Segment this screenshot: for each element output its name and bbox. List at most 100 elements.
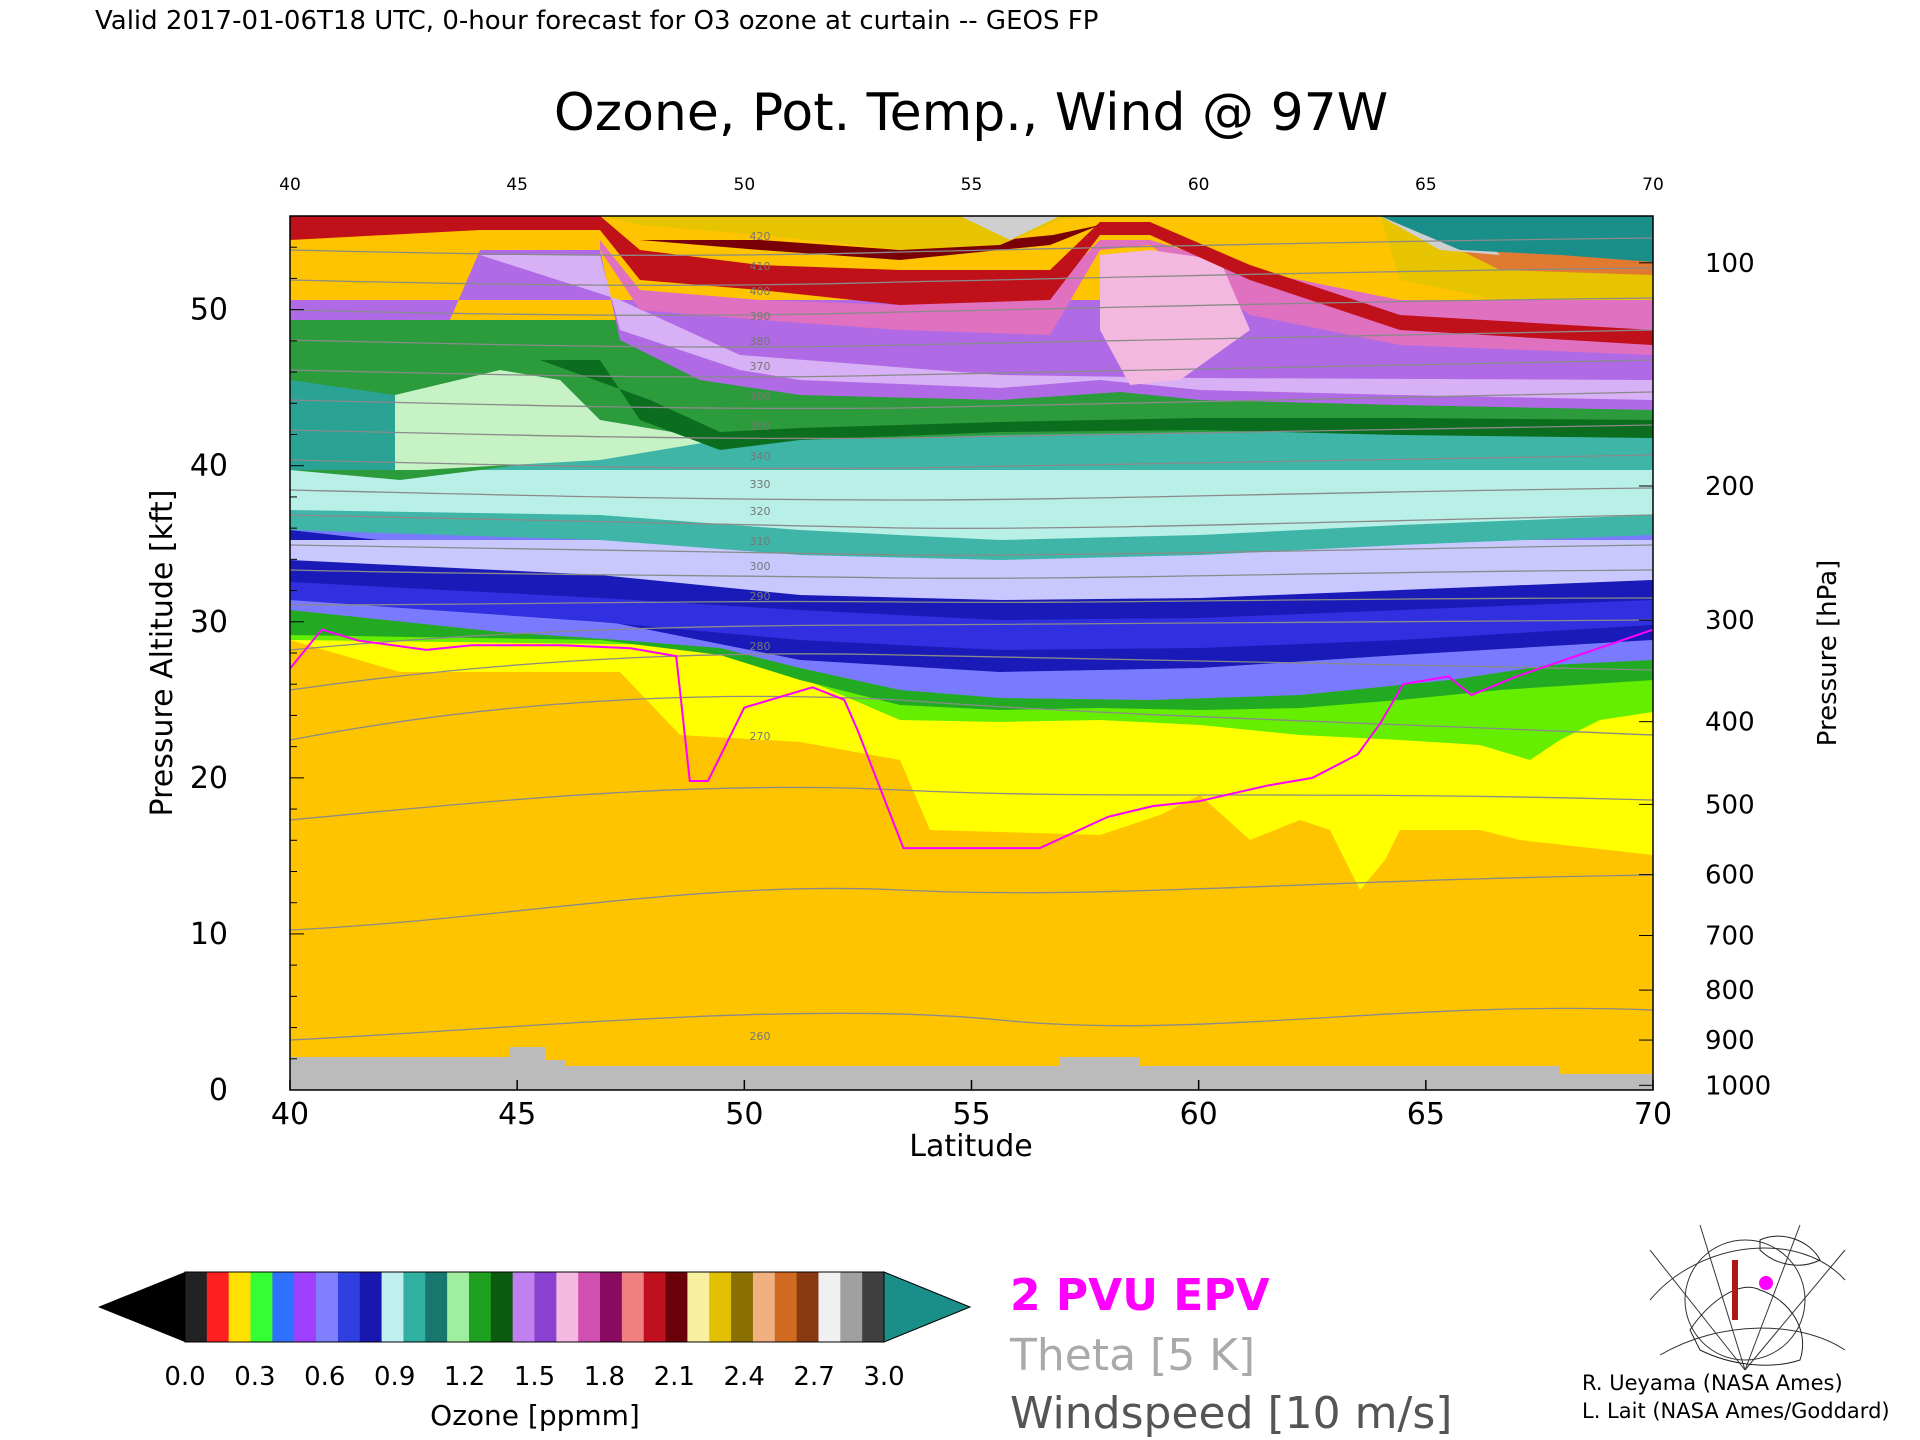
- pressure-tick-label: 900: [1705, 1026, 1755, 1056]
- pressure-tick-label: 200: [1705, 472, 1755, 502]
- legend-epv: 2 PVU EPV: [1010, 1270, 1270, 1321]
- pale-green-band: [395, 370, 720, 470]
- colorbar-tick-label: 2.4: [724, 1362, 765, 1392]
- colorbar-segment: [490, 1272, 514, 1342]
- colorbar-segment: [709, 1272, 732, 1342]
- y-tick-label: 10: [190, 917, 228, 952]
- x-tick-label: 55: [952, 1097, 990, 1132]
- x-tick-label: 40: [271, 1097, 309, 1132]
- colorbar-segment: [185, 1272, 208, 1342]
- y-axis-label: Pressure Altitude [kft]: [145, 490, 180, 817]
- colorbar-segment: [665, 1272, 688, 1342]
- colorbar-segment: [250, 1272, 273, 1342]
- pressure-tick-label: 700: [1705, 921, 1755, 951]
- theta-contour-label: 310: [750, 535, 771, 548]
- colorbar-tick-label: 0.0: [164, 1362, 205, 1392]
- light-purple-band: [480, 255, 1653, 400]
- colorbar-segment: [447, 1272, 470, 1342]
- theta-contour-label: 300: [750, 560, 771, 573]
- ozone-colorbar: 0.0 0.3 0.6 0.9 1.2 1.5 1.8 2.1 2.4 2.7 3.0 Ozone …: [98, 1271, 972, 1432]
- colorbar-segment: [512, 1272, 536, 1342]
- colorbar-low-arrow: [98, 1272, 185, 1342]
- location-inset-map: [1648, 1222, 1848, 1372]
- pressure-tick-label: 600: [1705, 861, 1755, 891]
- colorbar-high-arrow: [883, 1271, 972, 1343]
- theta-contour-label: 290: [750, 590, 771, 603]
- colorbar-segment: [381, 1272, 405, 1342]
- colorbar-segment: [337, 1272, 361, 1342]
- pressure-tick-label: 800: [1705, 976, 1755, 1006]
- y-axis-right: 100 200 300 400 500 600 700 800 900 1000: [1639, 249, 1771, 1101]
- y-tick-label: 40: [190, 449, 228, 484]
- colorbar-tick-label: 2.1: [654, 1362, 695, 1392]
- colorbar-segment: [578, 1272, 601, 1342]
- colorbar-segment: [468, 1272, 492, 1342]
- credit-line-1: R. Ueyama (NASA Ames): [1582, 1371, 1843, 1395]
- colorbar-tick-label: 2.7: [793, 1362, 834, 1392]
- theta-contour-label: 390: [750, 310, 771, 323]
- epv-layer: [290, 628, 1653, 850]
- x-tick-label: 70: [1634, 1097, 1672, 1132]
- colorbar-label: Ozone [ppmm]: [430, 1399, 640, 1432]
- y-tick-label: 30: [190, 605, 228, 640]
- colorbar-segment: [556, 1272, 579, 1342]
- x-tick-label: 50: [725, 1097, 763, 1132]
- colorbar-tick-label: 3.0: [863, 1362, 904, 1392]
- valid-time-line: Valid 2017-01-06T18 UTC, 0-hour forecast…: [95, 6, 1098, 36]
- colorbar-tick-label: 0.3: [234, 1362, 275, 1392]
- pressure-tick-label: 400: [1705, 708, 1755, 738]
- x-tick-label: 60: [1180, 1097, 1218, 1132]
- colorbar-tick-label: 0.6: [304, 1362, 345, 1392]
- x-tick-label: 65: [1407, 1097, 1445, 1132]
- teal-left-block: [290, 380, 395, 470]
- colorbar-segment: [731, 1272, 754, 1342]
- chart-title: Ozone, Pot. Temp., Wind @ 97W: [554, 83, 1388, 143]
- colorbar-segment: [272, 1272, 295, 1342]
- legend-wind: Windspeed [10 m/s]: [1010, 1388, 1452, 1439]
- colorbar-segment: [796, 1272, 820, 1342]
- colorbar-segment: [862, 1272, 885, 1342]
- x-top-tick-label: 60: [1188, 175, 1210, 195]
- x-top-tick-label: 70: [1642, 175, 1664, 195]
- theta-contour-label: 360: [750, 390, 771, 403]
- legend-theta: Theta [5 K]: [1009, 1330, 1255, 1381]
- colorbar-segment: [687, 1272, 710, 1342]
- colorbar-segment: [600, 1272, 623, 1342]
- theta-contour-label: 330: [750, 478, 771, 491]
- theta-labels: 420 410 400 390 380 370 360 350 340 330 320 310 300 2…: [750, 230, 771, 1043]
- colorbar-ticks: 0.0 0.3 0.6 0.9 1.2 1.5 1.8 2.1 2.4 2.7 3.0: [164, 1362, 904, 1392]
- pressure-tick-label: 500: [1705, 790, 1755, 820]
- dark-green-band-upper: [540, 360, 1653, 450]
- x-tick-label: 45: [498, 1097, 536, 1132]
- x-top-tick-label: 55: [961, 175, 983, 195]
- lavender-band: [290, 540, 1653, 600]
- theta-contour-label: 400: [750, 285, 771, 298]
- colorbar-segment: [643, 1272, 667, 1342]
- light-pink-dome: [1100, 250, 1250, 385]
- teal-top-right: [1380, 216, 1653, 262]
- y-tick-label: 0: [209, 1073, 228, 1108]
- colorbar-segment: [359, 1272, 383, 1342]
- y-axis-left: 0 10 20 30 40 50: [190, 215, 304, 1108]
- colorbar-segment: [425, 1272, 448, 1342]
- surface-terrain: [290, 1047, 1653, 1090]
- theta-contour-label: 380: [750, 335, 771, 348]
- theta-contour-label: 270: [750, 730, 771, 743]
- theta-contour-label: 320: [750, 505, 771, 518]
- colorbar-segment: [818, 1272, 841, 1342]
- colorbar-segment: [774, 1272, 798, 1342]
- x-top-tick-label: 40: [279, 175, 301, 195]
- x-top-tick-label: 50: [734, 175, 756, 195]
- colorbar-segment: [316, 1272, 339, 1342]
- colorbar-segment: [534, 1272, 557, 1342]
- colorbar-segment: [228, 1272, 252, 1342]
- colorbar-segment: [621, 1272, 645, 1342]
- theta-contour-label: 340: [750, 450, 771, 463]
- y-tick-label: 50: [190, 293, 228, 328]
- x-axis-label: Latitude: [909, 1129, 1032, 1164]
- colorbar-tick-label: 1.8: [584, 1362, 625, 1392]
- colorbar-tick-label: 1.5: [514, 1362, 555, 1392]
- colorbar-segment: [206, 1272, 230, 1342]
- location-marker: [1759, 1276, 1773, 1290]
- theta-contour-label: 370: [750, 360, 771, 373]
